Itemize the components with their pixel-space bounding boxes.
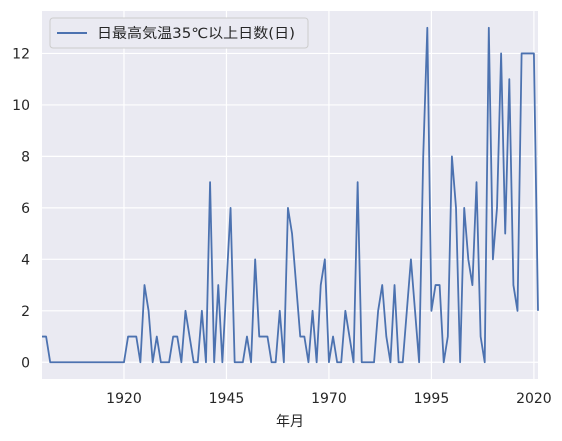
series-layer (42, 26, 539, 364)
x-tick-label: 2020 (516, 391, 552, 407)
x-tick-label: 1995 (414, 391, 450, 407)
x-tick-label: 1920 (106, 391, 142, 407)
y-tick-label: 6 (21, 201, 30, 217)
legend-label: 日最高気温35℃以上日数(日) (97, 25, 295, 42)
series-line (42, 26, 539, 364)
y-tick-label: 2 (21, 304, 30, 320)
legend-box (49, 17, 309, 49)
x-axis-title: 年月 (276, 414, 304, 430)
y-tick-label: 12 (12, 46, 30, 62)
y-tick-label: 0 (21, 355, 30, 371)
y-tick-label: 10 (12, 98, 30, 114)
plot-area (42, 11, 538, 379)
legend: 日最高気温35℃以上日数(日) (49, 17, 309, 49)
y-tick-label: 4 (21, 252, 30, 268)
x-tick-label: 1945 (209, 391, 245, 407)
tick-labels: 1920 1945 1970 1995 2020 0 2 4 6 8 10 12 (12, 46, 552, 407)
x-tick-label: 1970 (311, 391, 347, 407)
y-tick-label: 8 (21, 149, 30, 165)
